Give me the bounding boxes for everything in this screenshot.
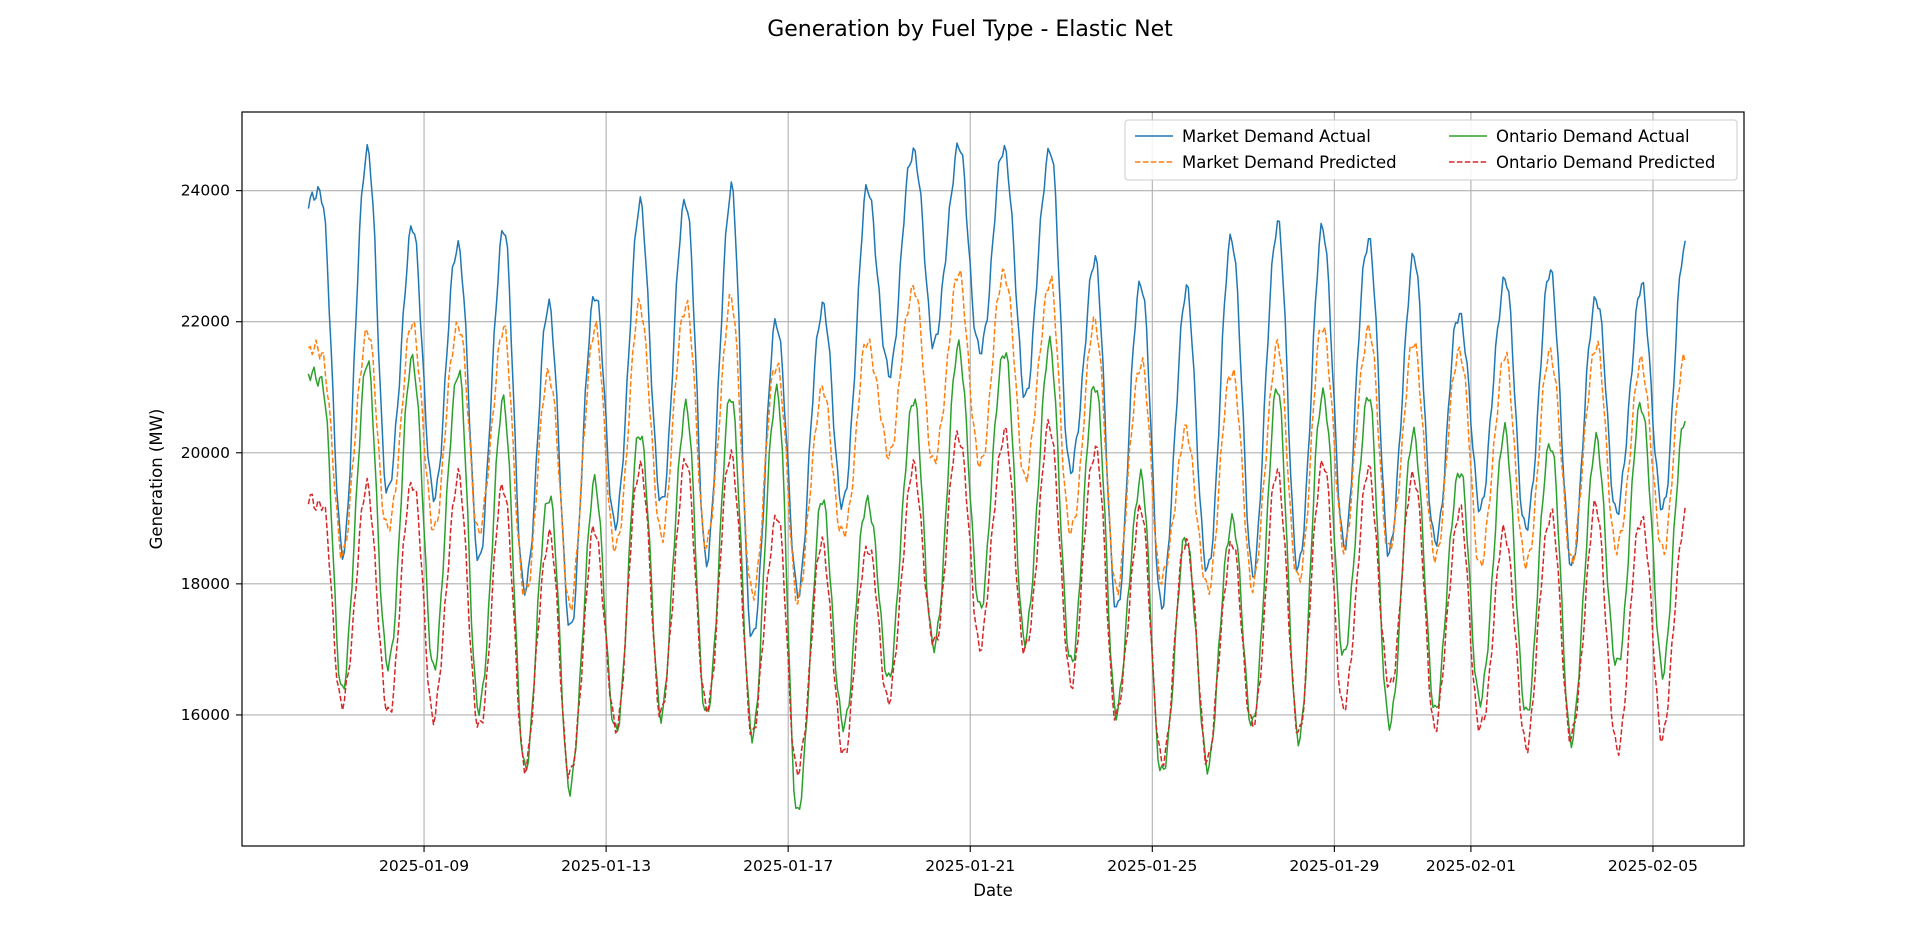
y-tick-label: 20000 <box>181 444 230 462</box>
x-tick-label: 2025-01-09 <box>379 857 469 875</box>
series-lines <box>307 142 1686 811</box>
y-tick-label: 16000 <box>181 706 230 724</box>
x-tick-label: 2025-01-17 <box>743 857 833 875</box>
chart-title: Generation by Fuel Type - Elastic Net <box>767 17 1173 42</box>
legend-label-0: Market Demand Actual <box>1182 127 1371 146</box>
series-line-0 <box>307 142 1686 638</box>
x-tick-label: 2025-02-01 <box>1426 857 1516 875</box>
x-tick-label: 2025-01-29 <box>1289 857 1379 875</box>
series-line-2 <box>307 335 1686 811</box>
x-axis-title: Date <box>973 881 1012 900</box>
series-line-3 <box>307 418 1686 779</box>
legend: Market Demand Actual Market Demand Predic… <box>1124 119 1738 181</box>
x-tick-label: 2025-01-21 <box>925 857 1015 875</box>
legend-box <box>1124 119 1738 181</box>
legend-label-3: Ontario Demand Predicted <box>1496 153 1715 172</box>
legend-label-1: Market Demand Predicted <box>1182 153 1397 172</box>
legend-label-2: Ontario Demand Actual <box>1496 127 1690 146</box>
grid-lines <box>242 112 1744 846</box>
x-tick-label: 2025-01-25 <box>1107 857 1197 875</box>
x-tick-label: 2025-02-05 <box>1608 857 1698 875</box>
y-tick-label: 24000 <box>181 182 230 200</box>
y-tick-label: 22000 <box>181 313 230 331</box>
y-axis-title: Generation (MW) <box>147 409 166 550</box>
x-tick-label: 2025-01-13 <box>561 857 651 875</box>
plot-frame <box>241 111 1745 847</box>
series-line-1 <box>307 268 1686 612</box>
y-tick-label: 18000 <box>181 575 230 593</box>
axis-ticks: 2025-01-09 2025-01-13 2025-01-17 2025-01-21… <box>181 182 1698 875</box>
